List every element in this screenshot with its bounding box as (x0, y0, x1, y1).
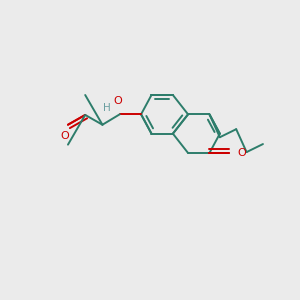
Text: O: O (237, 148, 246, 158)
Text: O: O (114, 96, 123, 106)
Text: O: O (61, 131, 69, 141)
Text: H: H (103, 103, 111, 113)
